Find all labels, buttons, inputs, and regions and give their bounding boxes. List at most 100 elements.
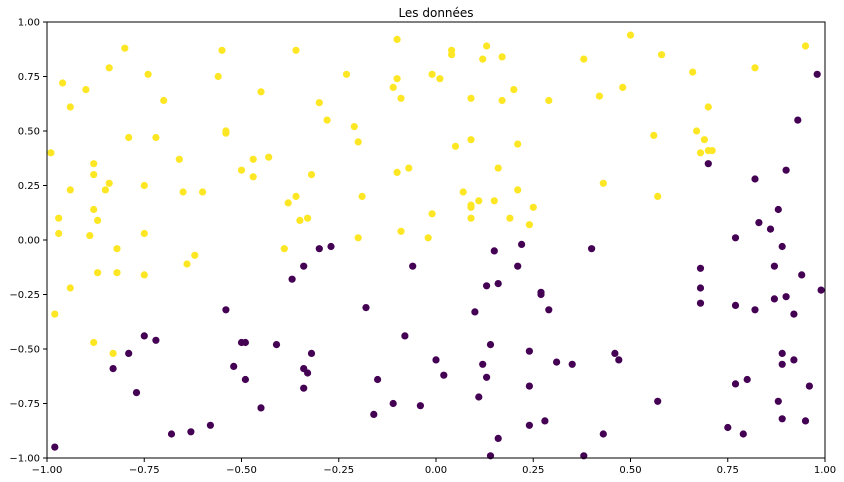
scatter-point bbox=[626, 31, 635, 39]
scatter-point bbox=[475, 197, 483, 205]
y-tick-label: 0.50 bbox=[18, 127, 40, 138]
scatter-point bbox=[731, 234, 740, 242]
scatter-point bbox=[191, 251, 199, 259]
scatter-point bbox=[86, 232, 94, 240]
scatter-point bbox=[774, 205, 782, 214]
scatter-point bbox=[743, 375, 751, 384]
scatter-point bbox=[506, 214, 514, 222]
scatter-point bbox=[751, 64, 759, 72]
scatter-point bbox=[90, 205, 98, 214]
scatter-point bbox=[280, 245, 288, 253]
scatter-point bbox=[354, 234, 362, 242]
scatter-point bbox=[292, 192, 300, 200]
scatter-point bbox=[467, 136, 475, 144]
scatter-point bbox=[782, 166, 790, 174]
scatter-point bbox=[451, 142, 460, 150]
scatter-point bbox=[125, 349, 133, 357]
scatter-point bbox=[101, 186, 109, 194]
scatter-point bbox=[397, 94, 405, 102]
scatter-point bbox=[55, 229, 63, 238]
scatter-point bbox=[90, 338, 98, 347]
scatter-point bbox=[518, 240, 526, 248]
scatter-point bbox=[778, 360, 786, 368]
scatter-point bbox=[121, 44, 129, 52]
scatter-point bbox=[241, 338, 249, 347]
scatter-point bbox=[307, 171, 316, 179]
scatter-point bbox=[479, 360, 487, 368]
scatter-point bbox=[401, 332, 409, 340]
scatter-point bbox=[751, 306, 759, 314]
scatter-point bbox=[409, 262, 417, 270]
scatter-point bbox=[568, 360, 576, 368]
scatter-point bbox=[510, 86, 518, 94]
scatter-point bbox=[790, 356, 798, 364]
scatter-point bbox=[257, 88, 265, 96]
scatter-point bbox=[416, 402, 424, 410]
scatter-point bbox=[696, 284, 705, 292]
scatter-point bbox=[704, 160, 712, 168]
scatter-point bbox=[393, 35, 401, 44]
scatter-point bbox=[778, 242, 786, 251]
scatter-point bbox=[525, 382, 534, 390]
scatter-point bbox=[448, 46, 456, 54]
scatter-point bbox=[199, 188, 207, 196]
scatter-point bbox=[113, 245, 121, 253]
scatter-point bbox=[778, 349, 786, 357]
scatter-point bbox=[654, 192, 662, 200]
scatter-point bbox=[292, 46, 300, 54]
x-tick-label: −0.25 bbox=[323, 465, 354, 476]
scatter-point bbox=[374, 375, 382, 384]
scatter-point bbox=[428, 70, 436, 78]
scatter-point bbox=[214, 72, 222, 81]
scatter-point bbox=[55, 214, 63, 222]
scatter-point bbox=[514, 140, 522, 148]
scatter-point bbox=[731, 380, 740, 388]
scatter-point bbox=[770, 295, 779, 303]
scatter-point bbox=[109, 349, 117, 357]
scatter-point bbox=[739, 430, 747, 438]
scatter-point bbox=[265, 153, 273, 161]
scatter-point bbox=[257, 404, 265, 412]
scatter-point bbox=[222, 306, 230, 314]
scatter-point bbox=[440, 371, 448, 379]
scatter-point bbox=[595, 92, 604, 100]
scatter-point bbox=[175, 155, 183, 163]
scatter-point bbox=[479, 55, 487, 63]
scatter-point bbox=[218, 46, 226, 54]
scatter-point bbox=[494, 280, 502, 288]
scatter-point bbox=[490, 247, 498, 255]
scatter-point bbox=[611, 349, 619, 357]
scatter-point bbox=[545, 306, 553, 314]
scatter-point bbox=[658, 51, 666, 59]
scatter-point bbox=[798, 271, 806, 279]
scatter-point bbox=[619, 83, 627, 91]
scatter-point bbox=[105, 64, 113, 72]
scatter-point bbox=[801, 42, 810, 50]
scatter-point bbox=[751, 175, 759, 183]
scatter-point bbox=[152, 336, 160, 344]
y-tick-label: −0.25 bbox=[9, 290, 40, 301]
scatter-point bbox=[140, 332, 148, 340]
scatter-point bbox=[817, 286, 825, 294]
x-axis: −1.00 −0.75 −0.50 −0.25 0.00 0.25 0.50 0.75 1.00 bbox=[32, 458, 836, 476]
scatter-point bbox=[778, 415, 786, 423]
scatter-point bbox=[790, 310, 798, 318]
y-tick-label: 1.00 bbox=[18, 18, 40, 29]
scatter-point bbox=[370, 410, 378, 418]
scatter-point bbox=[405, 164, 413, 172]
points-layer bbox=[47, 31, 825, 460]
scatter-point bbox=[237, 166, 246, 174]
scatter-point bbox=[354, 138, 362, 146]
scatter-point bbox=[696, 264, 705, 272]
scatter-point bbox=[537, 290, 545, 299]
scatter-point bbox=[494, 434, 502, 442]
scatter-point bbox=[113, 269, 121, 277]
scatter-point bbox=[545, 96, 553, 105]
y-tick-label: 0.25 bbox=[18, 181, 40, 192]
scatter-point bbox=[66, 284, 74, 292]
scatter-point bbox=[51, 443, 59, 451]
scatter-point bbox=[541, 417, 549, 425]
scatter-point bbox=[342, 70, 351, 78]
scatter-point bbox=[249, 173, 257, 181]
